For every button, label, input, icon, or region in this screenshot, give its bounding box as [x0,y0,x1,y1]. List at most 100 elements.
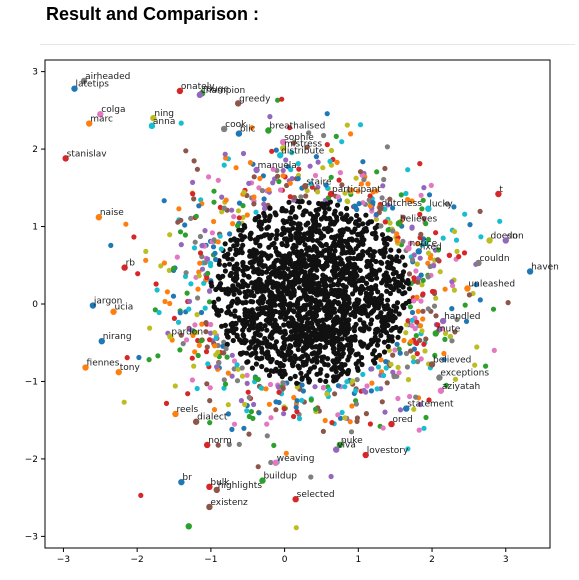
cloud-point [254,355,260,361]
cloud-point [249,125,255,131]
cloud-point [315,189,321,195]
cloud-point [212,330,218,336]
cloud-point [300,348,306,354]
cloud-point [367,421,373,427]
x-tick-label: −2 [131,555,144,565]
point-label: staire [306,177,332,187]
cloud-point [387,290,393,297]
cloud-point [245,389,251,395]
cloud-point [301,258,307,264]
point-label: doesn [491,231,518,241]
cloud-point [425,236,431,243]
cloud-point [311,350,317,356]
data-point [475,259,482,267]
cloud-point [303,326,309,332]
data-point [82,364,89,371]
cloud-point [345,371,351,377]
cloud-point [371,348,377,354]
cloud-point [327,277,333,283]
cloud-point [363,296,369,302]
cloud-point [416,427,422,433]
cloud-point [205,270,211,276]
cloud-point [335,202,341,208]
cloud-point [352,261,358,267]
cloud-point [268,415,274,421]
cloud-point [240,282,246,288]
cloud-point [344,122,350,128]
cloud-point [359,310,365,316]
point-label: buildup [263,472,297,482]
cloud-point [415,359,421,365]
cloud-point [292,373,298,379]
cloud-point [340,295,347,301]
cloud-point [328,331,335,337]
cloud-point [436,327,442,333]
data-point [89,302,97,309]
cloud-point [367,246,373,252]
cloud-point [191,158,197,164]
cloud-point [203,349,210,355]
cloud-point [211,199,217,205]
cloud-point [345,357,351,363]
cloud-point [296,240,303,246]
data-point [388,420,395,428]
cloud-point [363,280,370,286]
cloud-point [408,348,414,354]
cloud-point [322,417,328,424]
cloud-point [294,226,301,232]
cloud-point [414,294,420,300]
data-point [437,387,445,394]
data-point [148,122,156,130]
cloud-point [302,208,308,214]
cloud-point [391,276,397,282]
point-label: pardon [171,328,203,338]
cloud-point [298,248,305,254]
cloud-point [366,197,372,203]
cloud-point [143,257,149,263]
data-point [526,268,534,275]
cloud-point [267,214,273,221]
cloud-point [426,192,433,198]
cloud-point [407,240,413,246]
cloud-point [212,250,218,256]
cloud-point [330,323,336,329]
cloud-point [242,313,248,319]
x-axis-ticks: −3 −2 −1 0 1 2 3 [57,548,509,565]
cloud-point [218,308,224,314]
cloud-point [421,425,427,431]
cloud-point [136,354,142,361]
cloud-point [425,306,431,312]
cloud-point [321,297,327,303]
cloud-point [249,307,255,313]
cloud-point [346,300,352,306]
cloud-point [273,147,279,153]
y-tick-label: −3 [25,532,38,542]
cloud-point [172,383,178,389]
cloud-point [183,270,189,276]
cloud-point [321,248,327,254]
cloud-point [270,294,276,300]
cloud-point [322,344,329,350]
cloud-point [467,222,473,228]
cloud-point [307,233,313,239]
cloud-point [319,201,325,207]
cloud-point [299,397,305,403]
cloud-point [451,287,457,293]
cloud-point [326,245,332,251]
cloud-point [414,261,420,267]
cloud-point [299,382,305,388]
cloud-point [360,371,366,377]
cloud-point [417,255,423,261]
cloud-point [370,199,376,206]
cloud-point [256,214,262,220]
cloud-point [331,240,337,246]
cloud-point [167,232,173,238]
cloud-point [211,407,218,413]
cloud-point [228,311,234,317]
cloud-point [396,288,402,294]
cloud-point [373,188,379,194]
point-label: weaving [277,454,315,464]
cloud-point [295,301,301,307]
cloud-point [397,350,403,356]
cloud-point [316,222,322,228]
